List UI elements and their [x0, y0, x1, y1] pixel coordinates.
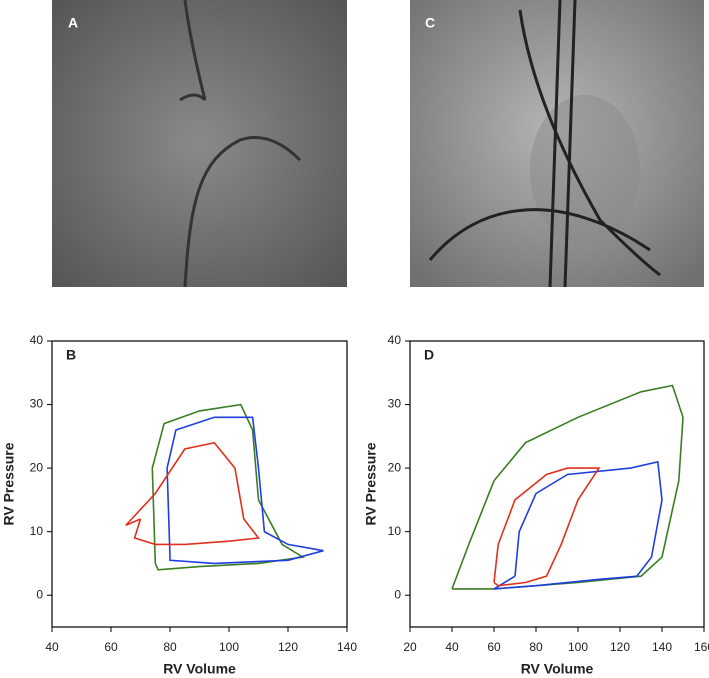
- y-tick-label: 20: [388, 460, 402, 474]
- pv-loop: [493, 467, 601, 587]
- x-tick-label: 140: [652, 640, 672, 654]
- panel-label: A: [68, 15, 78, 31]
- chart: 40 60 80 100 120 140 0 10 20 30 40 B RV Volume RV Pre…: [1, 333, 358, 677]
- x-tick-label: 20: [403, 640, 417, 654]
- panel-label: B: [66, 347, 76, 363]
- panel-label: C: [425, 15, 435, 31]
- y-tick-label: 10: [30, 524, 44, 538]
- y-tick-label: 0: [36, 587, 43, 601]
- x-tick-label: 60: [104, 640, 118, 654]
- x-axis-title: RV Volume: [163, 661, 236, 677]
- y-tick-label: 40: [30, 333, 44, 347]
- panel-label: D: [424, 347, 434, 363]
- y-axis-title: RV Pressure: [1, 442, 17, 525]
- y-tick-label: 30: [388, 397, 402, 411]
- pv-loop: [151, 403, 306, 571]
- pv-loop: [493, 460, 663, 590]
- plot-frame: [409, 340, 705, 628]
- image-c: C: [410, 0, 704, 288]
- pv-loop: [451, 384, 684, 590]
- x-tick-label: 80: [163, 640, 177, 654]
- y-tick-label: 30: [30, 397, 44, 411]
- chart: 20 40 60 80 100 120 140 160 0 10 20 30 40 D RV Volume R…: [363, 333, 709, 677]
- x-tick-label: 120: [278, 640, 298, 654]
- x-tick-label: 140: [337, 640, 357, 654]
- y-axis-title: RV Pressure: [363, 442, 379, 525]
- x-tick-label: 100: [568, 640, 588, 654]
- x-axis-title: RV Volume: [521, 661, 594, 677]
- y-tick-label: 40: [388, 333, 402, 347]
- plot-frame: [51, 340, 348, 628]
- pv-loop: [166, 416, 324, 565]
- x-tick-label: 80: [529, 640, 543, 654]
- image-a: A: [52, 0, 347, 288]
- y-tick-label: 20: [30, 460, 44, 474]
- x-tick-label: 40: [45, 640, 59, 654]
- x-tick-label: 40: [445, 640, 459, 654]
- x-tick-label: 60: [487, 640, 501, 654]
- x-tick-label: 120: [610, 640, 630, 654]
- x-tick-label: 160: [694, 640, 709, 654]
- x-tick-label: 100: [219, 640, 239, 654]
- y-tick-label: 10: [388, 524, 402, 538]
- y-tick-label: 0: [394, 587, 401, 601]
- pv-loop: [125, 441, 261, 546]
